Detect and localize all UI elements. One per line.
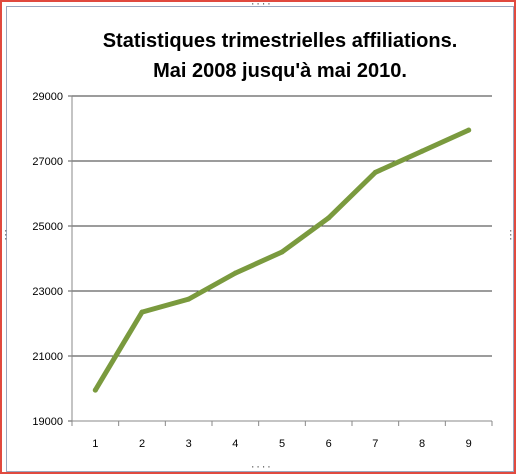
x-tick-label: 1	[92, 438, 98, 450]
series-line	[92, 127, 472, 393]
data-point	[92, 387, 98, 393]
x-tick-label: 6	[326, 438, 332, 450]
data-point	[419, 148, 425, 154]
chart-area-border	[6, 6, 514, 472]
resize-handle-bottom[interactable]: ····	[250, 463, 272, 473]
x-tick-label: 9	[466, 438, 472, 450]
data-point	[232, 270, 238, 276]
data-point	[186, 296, 192, 302]
x-tick-labels: 1 2 3 4 5 6 7 8 9	[92, 438, 471, 450]
x-tick-label: 8	[419, 438, 425, 450]
data-point	[372, 169, 378, 175]
chart-title-block: Statistiques trimestrielles affiliations…	[60, 26, 500, 86]
data-point	[326, 215, 332, 221]
data-point	[466, 127, 472, 133]
x-tick-label: 3	[186, 438, 192, 450]
y-tick-label: 29000	[32, 91, 63, 103]
y-tick-label: 21000	[32, 351, 63, 363]
y-tick-labels: 19000 21000 23000 25000 27000 29000	[32, 91, 63, 428]
axes	[68, 95, 493, 426]
chart-subtitle: Mai 2008 jusqu'à mai 2010.	[153, 60, 407, 82]
resize-handle-right[interactable]: · · ·	[508, 227, 514, 245]
resize-handle-top[interactable]: ····	[250, 0, 272, 10]
gridlines	[72, 95, 492, 357]
y-tick-label: 23000	[32, 286, 63, 298]
y-tick-label: 25000	[32, 221, 63, 233]
y-tick-label: 27000	[32, 156, 63, 168]
data-point	[139, 309, 145, 315]
x-tick-label: 4	[232, 438, 238, 450]
x-tick-label: 5	[279, 438, 285, 450]
chart-title: Statistiques trimestrielles affiliations…	[102, 30, 458, 52]
y-tick-label: 19000	[32, 416, 63, 428]
x-tick-label: 7	[372, 438, 378, 450]
x-tick-label: 2	[139, 438, 145, 450]
resize-handle-left[interactable]: · · ·	[3, 227, 9, 245]
series-group	[92, 127, 472, 393]
data-point	[279, 249, 285, 255]
